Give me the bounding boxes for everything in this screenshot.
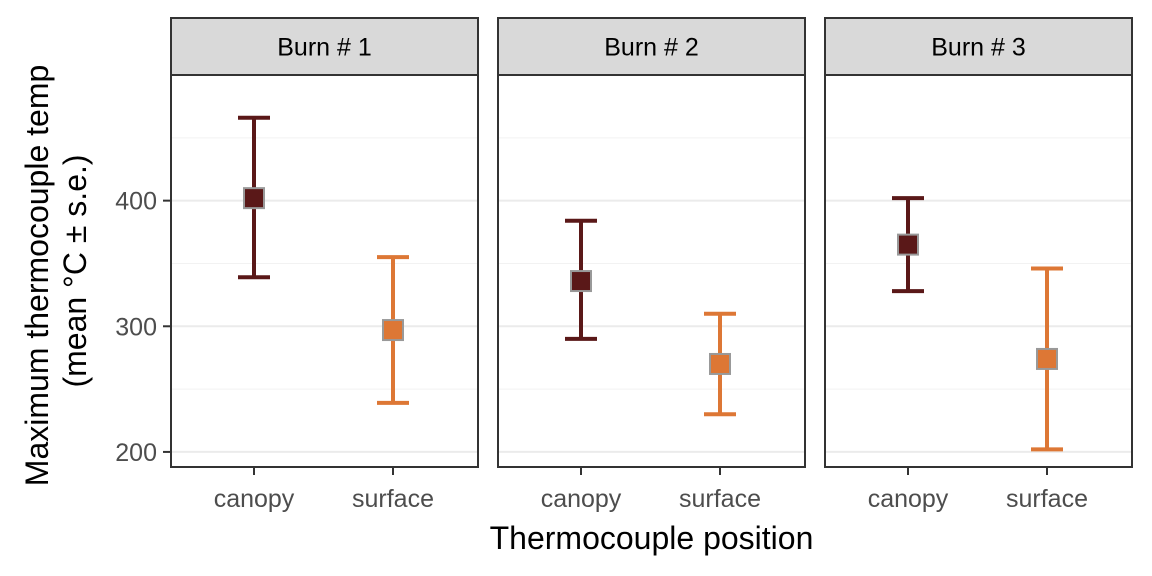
x-tick-label: canopy (868, 485, 949, 513)
y-axis-title-line-1: Maximum thermocouple temp (19, 65, 55, 486)
x-tick-label: surface (679, 485, 761, 513)
x-tick-label: surface (1006, 485, 1088, 513)
y-axis-title: Maximum thermocouple temp (mean °C ± s.e… (19, 56, 93, 486)
x-tick-label: canopy (541, 485, 622, 513)
mean-point-surface (1036, 347, 1058, 370)
x-tick-label: canopy (214, 485, 295, 513)
errorbar-surface (377, 255, 409, 405)
y-tick-label: 200 (115, 439, 157, 467)
chart-panels: Burn # 1 canopy surface Burn # 2 canopy surfa… (170, 17, 1133, 513)
panel-background (171, 75, 478, 467)
errorbar-surface (1031, 266, 1063, 452)
x-axis-title: Thermocouple position (490, 520, 814, 556)
strip-background (824, 17, 1133, 76)
panel-1: Burn # 1 canopy surface (170, 17, 479, 513)
x-tick-label: surface (352, 485, 434, 513)
mean-point-canopy (243, 187, 265, 210)
panel-3: Burn # 3 canopy surface (824, 17, 1133, 513)
mean-point-canopy (897, 233, 919, 256)
errorbar-canopy (565, 218, 597, 341)
errorbar-surface (704, 311, 736, 417)
panel-2: Burn # 2 canopy surface (497, 17, 806, 513)
strip-background (497, 17, 806, 76)
strip-label: Burn # 3 (931, 34, 1026, 62)
mean-point-surface (382, 319, 404, 342)
errorbar-canopy (238, 115, 270, 280)
mean-point-surface (709, 352, 731, 375)
strip-label: Burn # 2 (604, 34, 699, 62)
y-axis: 200 300 400 (115, 188, 171, 467)
strip-label: Burn # 1 (277, 34, 372, 62)
panel-background (498, 75, 805, 467)
panel-background (825, 75, 1132, 467)
mean-point-canopy (570, 270, 592, 293)
errorbar-canopy (892, 196, 924, 294)
y-axis-title-line-2: (mean °C ± s.e.) (57, 154, 93, 387)
strip-background (170, 17, 479, 76)
y-tick-label: 400 (115, 188, 157, 216)
y-tick-label: 300 (115, 313, 157, 341)
